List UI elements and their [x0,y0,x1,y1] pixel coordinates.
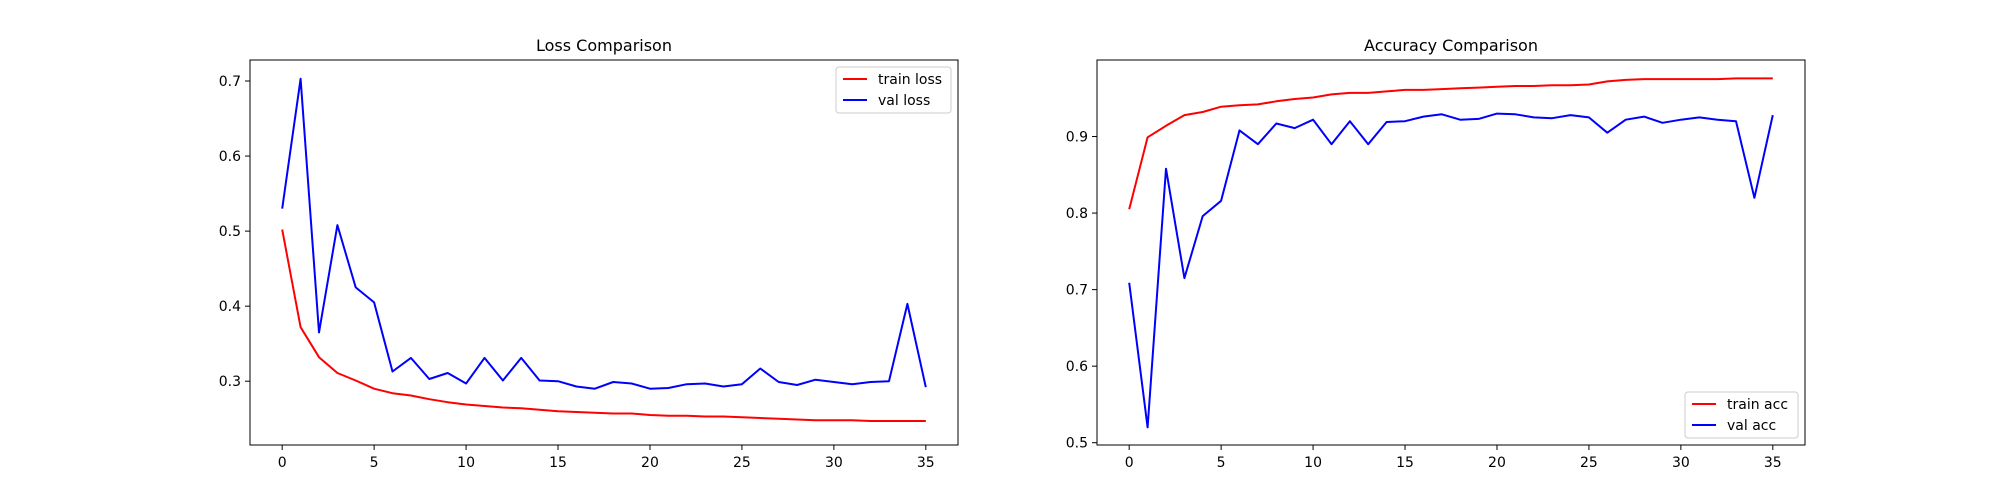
legend-label-val-loss: val loss [878,93,930,109]
axis-ticks: 0 5 10 15 20 25 30 35 0.3 0.4 0.5 0.6 0.7 [219,74,935,471]
x-tick-label: 0 [1125,455,1134,471]
chart-title: Accuracy Comparison [1364,36,1538,55]
y-tick-label: 0.5 [219,224,241,240]
loss-comparison-chart: Loss Comparison 0 5 10 15 20 25 30 350.30.40.50… [219,36,959,471]
y-tick-label: 0.7 [1066,283,1088,299]
y-tick-label: 0.4 [219,299,241,315]
legend-label-train-loss: train loss [878,72,942,88]
x-tick-label: 10 [1304,455,1322,471]
plot-area [281,77,927,422]
y-tick-label: 0.9 [1066,130,1088,146]
legend-label-train-acc: train acc [1727,397,1788,413]
y-tick-label: 0.6 [1066,359,1088,375]
axes-frame [1096,59,1806,446]
series-line-1 [1128,112,1774,429]
x-tick-label: 0 [278,455,287,471]
x-tick-label: 15 [549,455,567,471]
series-line-0 [1128,77,1773,210]
legend: train acc val acc [1684,391,1799,439]
x-tick-label: 5 [370,455,379,471]
x-tick-label: 20 [1488,455,1506,471]
axes-frame [249,59,959,446]
x-tick-label: 25 [733,455,751,471]
x-tick-label: 35 [917,455,935,471]
series-line-0 [281,229,926,422]
legend: train loss val loss [835,66,952,114]
x-tick-label: 10 [457,455,475,471]
y-tick-label: 0.5 [1066,436,1088,452]
x-tick-label: 15 [1396,455,1414,471]
x-tick-label: 25 [1580,455,1598,471]
x-tick-label: 30 [1672,455,1690,471]
accuracy-comparison-chart: Accuracy Comparison 0 5 10 15 20 25 30 35 0.5 0.6… [1066,36,1806,471]
y-tick-label: 0.3 [219,374,241,390]
y-tick-label: 0.8 [1066,206,1088,222]
plot-area [1128,77,1774,429]
axis-ticks: 0 5 10 15 20 25 30 35 0.5 0.6 0.7 0.8 0.9 [1066,130,1782,471]
x-tick-label: 35 [1764,455,1782,471]
series-line-1 [281,77,927,390]
y-tick-label: 0.7 [219,74,241,90]
x-tick-label: 20 [641,455,659,471]
chart-title: Loss Comparison [536,36,672,55]
y-tick-label: 0.6 [219,149,241,165]
legend-label-val-acc: val acc [1727,418,1776,434]
x-tick-label: 5 [1217,455,1226,471]
x-tick-label: 30 [825,455,843,471]
